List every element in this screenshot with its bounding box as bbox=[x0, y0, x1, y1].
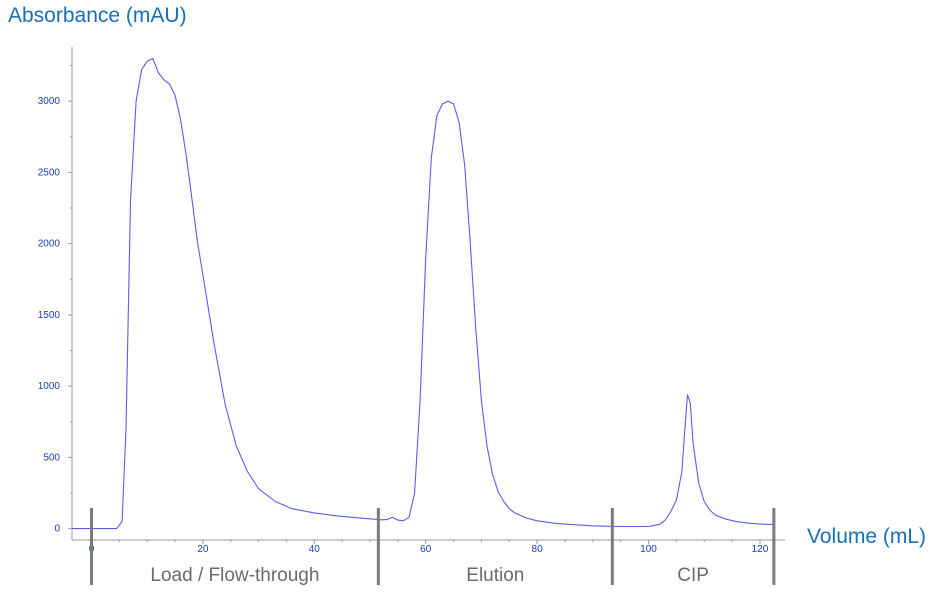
absorbance-trace bbox=[72, 57, 774, 530]
phase-label: Load / Flow-through bbox=[150, 565, 319, 586]
series-layer bbox=[72, 57, 774, 530]
y-tick-label: 2500 bbox=[38, 167, 61, 178]
axis-ticks: 050010001500200025003000020406080100120 bbox=[38, 65, 769, 555]
axes bbox=[71, 47, 785, 541]
y-axis-title: Absorbance (mAU) bbox=[8, 4, 187, 27]
x-tick-label: 80 bbox=[532, 544, 544, 555]
x-axis-title: Volume (mL) bbox=[807, 525, 926, 548]
y-tick-label: 500 bbox=[43, 452, 60, 463]
x-tick-label: 60 bbox=[420, 544, 432, 555]
x-tick-label: 40 bbox=[309, 544, 321, 555]
y-tick-label: 1000 bbox=[38, 381, 61, 392]
phase-dividers: Load / Flow-through Elution CIP bbox=[89, 508, 776, 586]
phase-label: Elution bbox=[466, 565, 524, 586]
y-tick-label: 1500 bbox=[38, 310, 61, 321]
x-tick-label: 100 bbox=[640, 544, 657, 555]
y-tick-label: 3000 bbox=[38, 96, 61, 107]
x-tick-label: 120 bbox=[752, 544, 769, 555]
y-tick-label: 0 bbox=[54, 524, 60, 535]
y-tick-label: 2000 bbox=[38, 239, 61, 250]
phase-label: CIP bbox=[677, 565, 709, 586]
x-tick-label: 20 bbox=[197, 544, 209, 555]
